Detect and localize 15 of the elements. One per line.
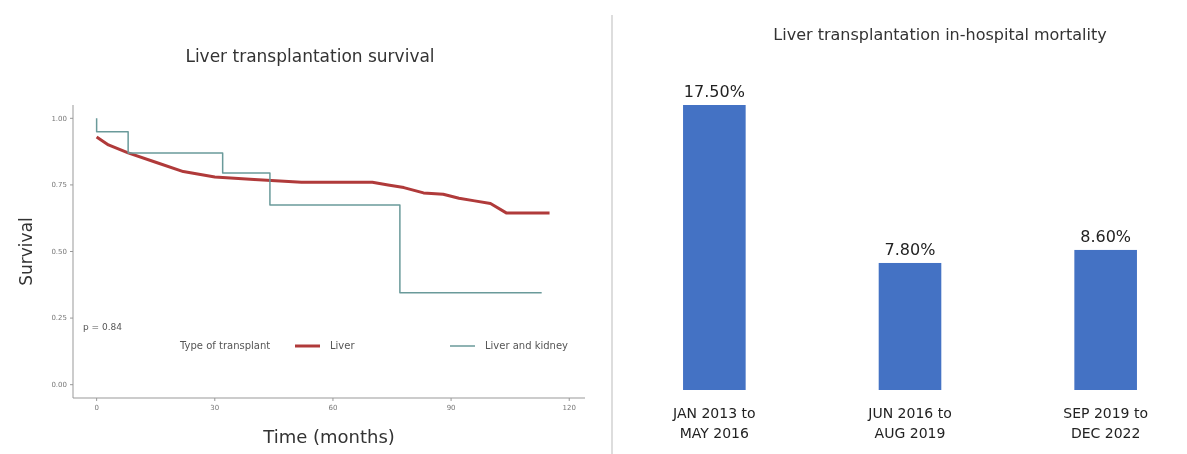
x-axis-title: Time (months) bbox=[262, 426, 395, 447]
data-label: 17.50% bbox=[683, 82, 745, 101]
legend-label: Liver and kidney bbox=[485, 340, 569, 352]
data-label: 8.60% bbox=[1080, 226, 1132, 246]
legend-title: Type of transplant bbox=[179, 340, 271, 352]
x-tick-label: SEP 2019 to DEC 2022 bbox=[1063, 405, 1149, 441]
data-label: 7.80% bbox=[884, 239, 936, 259]
annotation: p = 0.84 bbox=[83, 322, 123, 332]
line-series bbox=[95, 135, 552, 215]
y-axis-title: Survival bbox=[16, 217, 36, 286]
chart-title: Liver transplantation in-hospital mortality bbox=[773, 25, 1107, 44]
x-tick-label: JUN 2016 to AUG 2019 bbox=[867, 405, 952, 441]
x-tick-label: JAN 2013 to MAY 2016 bbox=[672, 405, 756, 441]
chart-title: Liver transplantation survival bbox=[185, 46, 435, 66]
legend-label: Liver bbox=[330, 340, 356, 352]
